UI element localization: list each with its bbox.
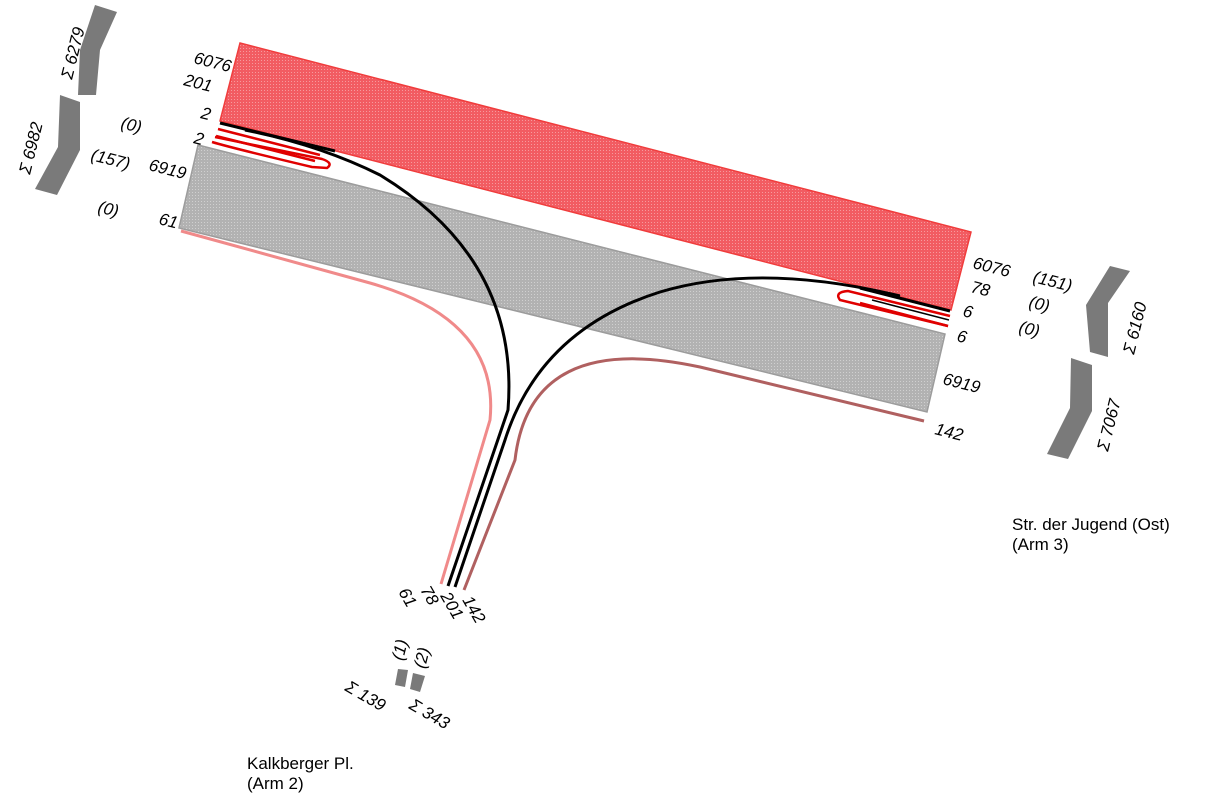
west-sum-in-label: Σ 6982 [15,120,47,177]
south-flow-label-1: 61 [395,585,421,611]
east-arm-name: Str. der Jugend (Ost) [1012,515,1170,534]
south-arm-name: Kalkberger Pl. [247,754,354,773]
west-strand-red-1 [217,127,321,157]
east-flow-label-2: 78 [969,277,992,300]
south-sum-out-label: Σ 139 [341,677,389,716]
west-flow-label-3: 2 [198,103,213,124]
west-sum-in-arrow [35,95,80,195]
west-uturn-path [211,135,331,170]
east-uturn-path [837,289,951,328]
east-paren-label-3: (0) [1017,317,1042,340]
turn-south-to-east [453,276,901,588]
south-sum-in-arrow [410,673,425,692]
south-sum-out-arrow [395,669,408,687]
east-flow-label-6: 142 [933,419,966,444]
east-paren-label-2: (0) [1027,292,1052,315]
west-paren-label-2: (157) [89,145,132,173]
west-flow-label-5: 6919 [147,155,189,183]
south-paren-label-1: (1) [388,637,411,662]
turn-east-to-south-brown [462,357,925,591]
east-arm-label: Str. der Jugend (Ost) (Arm 3) [1012,515,1170,555]
east-sum-in-label: Σ 7067 [1093,397,1125,454]
east-sum-out-label: Σ 6160 [1119,300,1151,357]
west-flow-label-2: 201 [181,70,214,96]
through-flow-band-red [219,42,972,311]
south-arm-label: Kalkberger Pl. (Arm 2) [247,754,354,794]
through-flow-band-grey [178,144,946,413]
east-flow-label-3: 6 [961,301,975,322]
turn-west-to-south [244,128,511,587]
south-paren-label-2: (2) [410,645,433,670]
turn-west-to-south-light [180,229,493,585]
east-arm-number: (Arm 3) [1012,535,1069,554]
east-sum-in-arrow [1047,358,1092,459]
west-flow-label-6: 61 [157,209,180,232]
east-sum-out-arrow [1086,266,1130,357]
east-flow-label-1: 6076 [971,253,1013,281]
east-paren-label-1: (151) [1031,267,1074,295]
south-flow-label-4: 142 [459,593,490,628]
west-paren-label-1: (0) [119,113,144,136]
west-sum-out-arrow [78,5,117,95]
west-paren-label-3: (0) [96,197,121,220]
east-strand-red-1 [871,299,950,321]
south-arm-number: (Arm 2) [247,774,304,793]
west-flow-label-1: 6076 [192,48,234,76]
east-flow-label-5: 6919 [941,369,983,397]
east-flow-label-4: 6 [955,326,969,347]
south-sum-in-label: Σ 343 [405,695,453,734]
